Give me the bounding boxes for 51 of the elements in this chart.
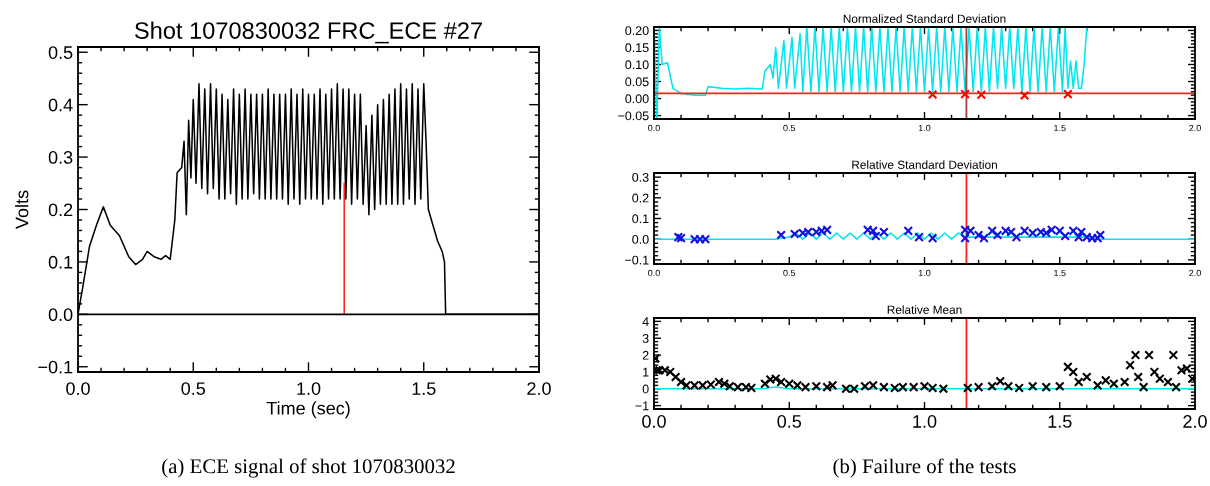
x-tick-label: 1.0 (918, 269, 931, 277)
y-tick-label: 0.05 (625, 77, 649, 87)
y-tick-label: 0.1 (48, 255, 73, 269)
y-tick-label: 0.10 (625, 60, 649, 70)
y-tick-label: 0.3 (48, 151, 73, 164)
x-tick-label: 1.5 (1054, 124, 1066, 132)
y-tick-label: −0.05 (618, 111, 649, 121)
y-tick-label: 0.1 (632, 214, 649, 224)
y-tick-label: 0.2 (632, 193, 649, 203)
y-tick-label: 0.00 (625, 94, 649, 104)
y-tick-label: 0.2 (48, 203, 73, 217)
y-tick-label: 4 (642, 317, 649, 326)
x-tick-label: 0.0 (648, 269, 660, 277)
x-tick-label: 2.0 (527, 382, 551, 395)
y-tick-label: 0.4 (48, 98, 73, 112)
chart-title: Normalized Standard Deviation (843, 14, 1006, 23)
y-tick-label: 0.20 (625, 26, 649, 36)
x-tick-label: 0.5 (777, 415, 802, 428)
x-tick-label: 1.0 (297, 382, 321, 395)
x-tick-label: 2.0 (1189, 269, 1201, 277)
y-tick-label: 0.0 (48, 308, 73, 322)
x-tick-label: 0.0 (648, 124, 660, 132)
y-tick-label: 1 (643, 367, 649, 377)
chart-title: Relative Mean (887, 305, 962, 314)
x-tick-label: 1.5 (1054, 269, 1066, 277)
y-tick-label: 2 (642, 350, 649, 360)
y-tick-label: 0.5 (48, 46, 73, 59)
y-tick-label: 3 (642, 334, 649, 343)
y-tick-label: 0 (642, 384, 649, 394)
x-tick-label: 0.5 (181, 382, 206, 395)
y-tick-label: −0.1 (38, 360, 73, 374)
x-tick-label: 0.5 (783, 124, 796, 132)
x-tick-label: 1.5 (1048, 415, 1072, 428)
text: (b) Failure of the tests (833, 458, 1016, 478)
chart-title: Shot 1070830032 FRC_ECE #27 (135, 21, 482, 44)
y-axis-title: Volts (15, 190, 29, 229)
y-tick-label: −0.1 (625, 255, 649, 265)
x-tick-label: 1.5 (412, 382, 436, 395)
x-tick-label: 2.0 (1183, 415, 1207, 428)
x-tick-label: 0.0 (66, 382, 90, 395)
x-tick-label: 1.0 (918, 124, 931, 132)
x-tick-label: 2.0 (1189, 124, 1201, 132)
x-tick-label: 0.5 (783, 269, 796, 277)
text: (a) ECE signal of shot 1070830032 (162, 458, 455, 478)
y-tick-label: 0.15 (625, 43, 649, 53)
chart-title: Relative Standard Deviation (852, 160, 997, 169)
x-axis-title: Time (sec) (266, 401, 350, 419)
y-tick-label: −1 (635, 401, 649, 411)
x-tick-label: 1.0 (913, 415, 937, 428)
y-tick-label: 0.3 (632, 172, 649, 182)
y-tick-label: 0.0 (632, 234, 649, 244)
